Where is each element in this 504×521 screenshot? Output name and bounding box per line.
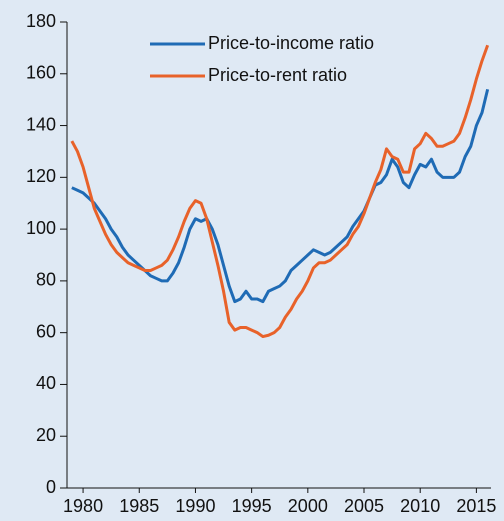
y-tick-label: 160	[26, 63, 56, 83]
x-tick-label: 1985	[119, 496, 159, 516]
y-tick-label: 20	[36, 425, 56, 445]
y-tick-label: 120	[26, 166, 56, 186]
y-tick-label: 140	[26, 114, 56, 134]
y-tick-label: 40	[36, 373, 56, 393]
series-line	[70, 44, 490, 339]
x-tick-label: 2010	[400, 496, 440, 516]
y-tick-label: 0	[46, 477, 56, 497]
x-tick-label: 2000	[288, 496, 328, 516]
y-tick-label: 100	[26, 218, 56, 238]
x-tick-label: 1990	[175, 496, 215, 516]
x-tick-label: 2015	[456, 496, 496, 516]
series-line	[71, 88, 490, 304]
x-tick-label: 1980	[63, 496, 103, 516]
x-tick-label: 2005	[344, 496, 384, 516]
y-tick-label: 60	[36, 321, 56, 341]
y-tick-label: 180	[26, 11, 56, 31]
legend-label: Price-to-rent ratio	[208, 65, 347, 85]
y-tick-label: 80	[36, 270, 56, 290]
legend-label: Price-to-income ratio	[208, 33, 374, 53]
x-tick-label: 1995	[232, 496, 272, 516]
